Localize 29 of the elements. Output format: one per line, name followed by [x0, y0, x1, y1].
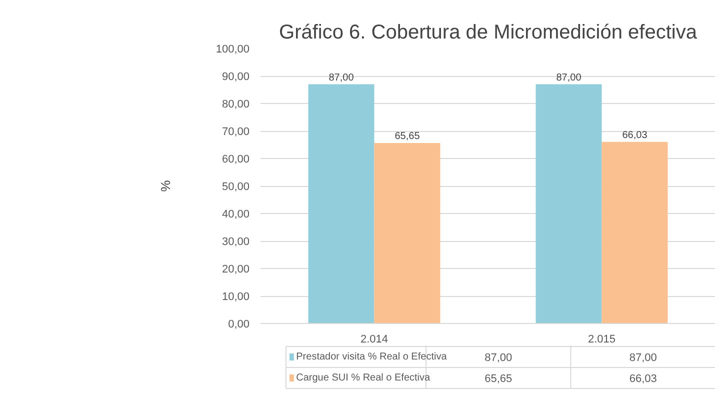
text: 87,00: [629, 352, 657, 364]
legend-label: Prestador visita % Real o Efectiva: [296, 352, 448, 362]
bar: [308, 84, 374, 324]
data-label: 87,00: [328, 72, 354, 84]
y-axis-title: %: [158, 180, 173, 192]
y-tick-label: 100,00: [216, 44, 250, 56]
y-tick-label: 70,00: [222, 126, 250, 138]
y-tick-label: 60,00: [222, 154, 250, 166]
chart-title: Gráfico 6. Cobertura de Micromedición efectiva: [279, 22, 698, 44]
y-tick-label: 50,00: [222, 181, 250, 193]
data-label: 65,65: [394, 130, 420, 142]
text: 87,00: [484, 352, 512, 364]
data-label: 66,03: [622, 130, 648, 141]
y-tick-label: 20,00: [222, 264, 250, 276]
x-tick-label: 2.014: [360, 334, 388, 346]
y-tick-label: 10,00: [222, 291, 250, 303]
bar: [602, 142, 668, 324]
x-tick-label: 2.015: [588, 334, 616, 346]
bar: [374, 142, 440, 324]
bar: [536, 84, 602, 324]
data-label: 87,00: [556, 72, 582, 84]
y-tick-label: 30,00: [222, 236, 250, 248]
y-tick-label: 40,00: [222, 208, 250, 220]
legend-label: Cargue SUI % Real o Efectiva: [296, 372, 431, 384]
text: 66,03: [629, 373, 657, 385]
text: 65,65: [484, 373, 512, 385]
y-tick-label: 0,00: [228, 318, 250, 330]
y-tick-label: 80,00: [222, 98, 250, 110]
y-tick-label: 90,00: [222, 71, 250, 83]
